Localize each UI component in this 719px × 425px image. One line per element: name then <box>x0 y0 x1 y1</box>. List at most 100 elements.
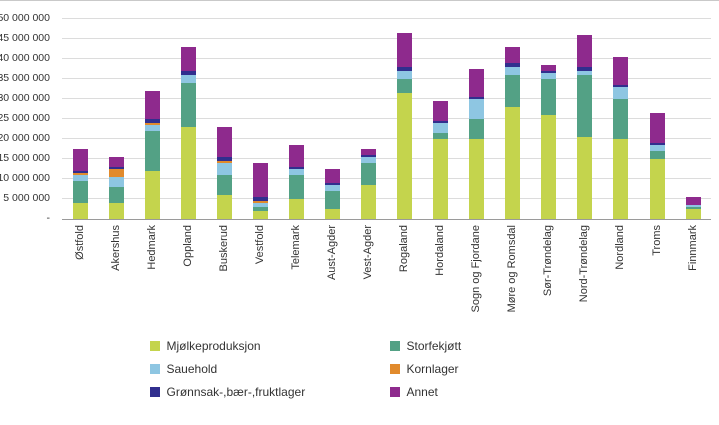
bar-column <box>603 19 639 219</box>
bar-segment-Grønnsak-,bær-,fruktlager <box>541 71 557 73</box>
bar-segment-Mjølkeproduksjon <box>649 159 665 219</box>
bar-Sør-Trøndelag <box>541 65 557 219</box>
x-axis-category-label: Buskerud <box>217 225 230 272</box>
x-axis-category-cell: Møre og Romsdal <box>495 225 531 337</box>
bar-Østfold <box>72 149 88 219</box>
y-axis: 50 000 000 45 000 000 40 000 000 35 000 000… <box>0 12 56 224</box>
x-axis-category-cell: Rogaland <box>387 225 423 337</box>
bar-segment-Grønnsak-,bær-,fruktlager <box>469 97 485 99</box>
bar-segment-Annet <box>541 65 557 71</box>
y-axis-tick-label: 45 000 000 <box>0 32 50 44</box>
bar-segment-Sauehold <box>685 205 701 207</box>
bar-segment-Sauehold <box>469 99 485 119</box>
bar-segment-Grønnsak-,bær-,fruktlager <box>108 167 124 169</box>
bar-column <box>531 19 567 219</box>
bar-segment-Grønnsak-,bær-,fruktlager <box>397 67 413 71</box>
x-axis-category-label: Aust-Agder <box>325 225 338 281</box>
gridline <box>62 178 711 179</box>
bar-segment-Mjølkeproduksjon <box>108 203 124 219</box>
bar-segment-Grønnsak-,bær-,fruktlager <box>180 71 196 75</box>
bar-column <box>423 19 459 219</box>
x-axis-category-cell: Hordaland <box>423 225 459 337</box>
bar-segment-Mjølkeproduksjon <box>216 195 232 219</box>
bar-segment-Sauehold <box>433 123 449 133</box>
bar-Nordland <box>613 57 629 219</box>
gridline <box>62 78 711 79</box>
bar-segment-Grønnsak-,bær-,fruktlager <box>613 85 629 87</box>
x-axis-category-cell: Telemark <box>278 225 314 337</box>
bar-segment-Sauehold <box>577 71 593 75</box>
bar-segment-Storfekjøtt <box>72 181 88 203</box>
x-axis-category-cell: Hedmark <box>134 225 170 337</box>
bar-column <box>278 19 314 219</box>
bar-segment-Mjølkeproduksjon <box>397 93 413 219</box>
bar-segment-Sauehold <box>288 169 304 175</box>
bar-segment-Mjølkeproduksjon <box>541 115 557 219</box>
x-axis-category-label: Østfold <box>73 225 86 260</box>
bar-Telemark <box>288 145 304 219</box>
bar-column <box>314 19 350 219</box>
bar-segment-Grønnsak-,bær-,fruktlager <box>288 167 304 169</box>
x-axis-category-label: Oppland <box>181 225 194 267</box>
bar-segment-Storfekjøtt <box>252 207 268 211</box>
x-axis-category-label: Vestfold <box>253 225 266 265</box>
bar-column <box>495 19 531 219</box>
x-axis-category-cell: Sogn og Fjordane <box>459 225 495 337</box>
bar-segment-Sauehold <box>180 75 196 83</box>
bar-segment-Annet <box>361 149 377 155</box>
bar-segment-Annet <box>288 145 304 167</box>
legend-swatch <box>389 387 400 397</box>
x-axis-category-cell: Nordland <box>603 225 639 337</box>
bar-segment-Mjølkeproduksjon <box>433 139 449 219</box>
x-axis-category-cell: Buskerud <box>206 225 242 337</box>
bar-segment-Mjølkeproduksjon <box>180 127 196 219</box>
bar-column <box>459 19 495 219</box>
bar-segment-Mjølkeproduksjon <box>288 199 304 219</box>
bar-segment-Kornlager <box>72 173 88 175</box>
x-axis-category-label: Troms <box>650 225 663 256</box>
bar-segment-Sauehold <box>144 125 160 131</box>
bar-column <box>206 19 242 219</box>
bar-column <box>242 19 278 219</box>
gridline <box>62 98 711 99</box>
x-axis-category-label: Akershus <box>109 225 122 271</box>
legend-swatch <box>389 341 400 351</box>
x-axis-category-cell: Nord-Trøndelag <box>567 225 603 337</box>
bar-segment-Annet <box>613 57 629 85</box>
x-axis-category-cell: Østfold <box>62 225 98 337</box>
bar-segment-Grønnsak-,bær-,fruktlager <box>649 143 665 145</box>
bar-segment-Sauehold <box>252 203 268 207</box>
x-axis-category-cell: Finnmark <box>675 225 711 337</box>
bar-Buskerud <box>216 127 232 219</box>
bar-segment-Kornlager <box>252 201 268 203</box>
x-axis-category-label: Hedmark <box>145 225 158 270</box>
bar-segment-Annet <box>685 197 701 205</box>
bar-segment-Storfekjøtt <box>505 75 521 107</box>
bar-Vestfold <box>252 163 268 219</box>
legend-item: Grønnsak-,bær-,fruktlager <box>149 385 330 399</box>
bar-segment-Kornlager <box>108 169 124 177</box>
bar-segment-Annet <box>433 101 449 121</box>
x-axis-category-label: Vest-Agder <box>362 225 375 280</box>
y-axis-tick-label: 10 000 000 <box>0 172 50 184</box>
bar-segment-Grønnsak-,bær-,fruktlager <box>433 121 449 123</box>
y-axis-tick-label: 5 000 000 <box>3 192 50 204</box>
x-axis-category-cell: Vestfold <box>242 225 278 337</box>
bar-segment-Grønnsak-,bær-,fruktlager <box>577 67 593 71</box>
bar-Finnmark <box>685 197 701 219</box>
bar-column <box>567 19 603 219</box>
bar-segment-Mjølkeproduksjon <box>613 139 629 219</box>
bar-segment-Storfekjøtt <box>288 175 304 199</box>
gridline <box>62 118 711 119</box>
gridline <box>62 38 711 39</box>
bar-segment-Sauehold <box>72 175 88 181</box>
legend-item: Sauehold <box>149 362 330 376</box>
y-axis-tick-label: 30 000 000 <box>0 92 50 104</box>
y-axis-tick-label: 25 000 000 <box>0 112 50 124</box>
y-axis-tick-label: 40 000 000 <box>0 52 50 64</box>
x-axis-category-label: Sogn og Fjordane <box>470 225 483 313</box>
legend-item: Annet <box>389 385 570 399</box>
bar-segment-Storfekjøtt <box>613 99 629 139</box>
legend-label: Mjølkeproduksjon <box>166 339 261 353</box>
